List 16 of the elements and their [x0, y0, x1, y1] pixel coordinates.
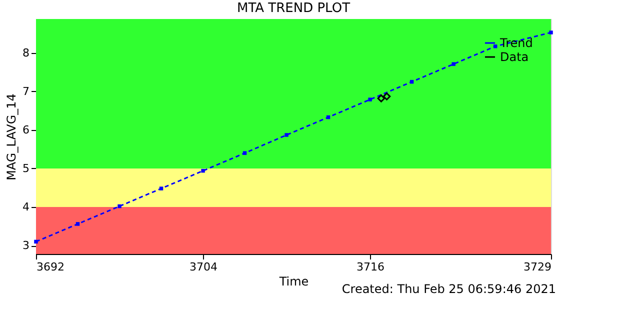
legend-label: Trend [499, 36, 533, 50]
chart-title: MTA TREND PLOT [236, 1, 350, 16]
y-tick-label: 3 [22, 239, 30, 252]
y-tick-label: 4 [22, 200, 30, 214]
x-tick-label: 3716 [356, 260, 385, 274]
y-axis-title: MAG_LAVG_14 [4, 94, 18, 180]
legend-label: Data [500, 50, 529, 64]
y-tick-label: 7 [22, 84, 30, 98]
y-tick-label: 5 [22, 162, 30, 175]
y-tick-label: 6 [22, 123, 30, 136]
x-tick-label: 3704 [190, 260, 218, 274]
x-tick-label: 3692 [36, 260, 64, 274]
text: Created: Thu Feb 25 06:59:46 2021 [342, 282, 556, 296]
y-tick-label: 8 [22, 46, 30, 60]
x-tick-label: 3729 [524, 260, 552, 274]
x-axis-title: Time [278, 274, 309, 288]
